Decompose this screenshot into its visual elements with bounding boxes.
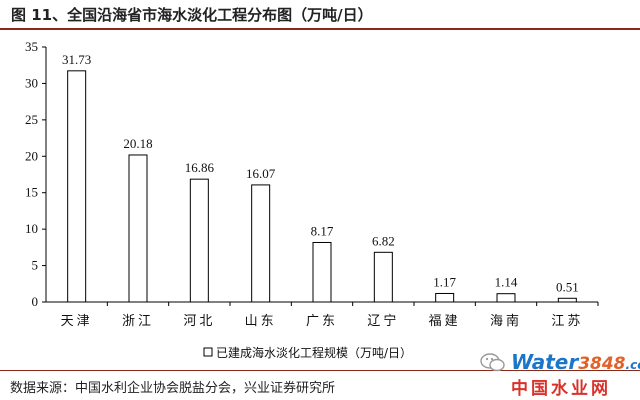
data-label: 20.18 xyxy=(123,136,152,151)
bar xyxy=(189,178,209,303)
watermark-latin: Water xyxy=(511,350,579,374)
data-label: 1.14 xyxy=(495,275,518,290)
legend-swatch xyxy=(203,347,213,357)
bar xyxy=(251,184,271,303)
y-tick-label: 20 xyxy=(25,148,38,163)
watermark-digits: 3848 xyxy=(578,354,626,374)
bar xyxy=(312,241,332,303)
x-tick-label: 福建 xyxy=(429,314,461,329)
y-tick-label: 30 xyxy=(25,75,38,90)
y-tick-label: 10 xyxy=(25,221,38,236)
y-tick-label: 15 xyxy=(25,185,38,200)
wechat-icon xyxy=(480,353,505,372)
x-tick-label: 河北 xyxy=(183,314,215,329)
bar xyxy=(435,292,455,303)
data-label: 16.07 xyxy=(246,166,276,181)
y-tick-label: 35 xyxy=(25,39,38,54)
y-tick-label: 5 xyxy=(32,258,39,273)
y-tick-label: 0 xyxy=(32,294,39,309)
watermark-logo: Water3848.com xyxy=(511,350,640,374)
data-label: 31.73 xyxy=(62,52,91,67)
x-tick-label: 山东 xyxy=(245,314,277,329)
bar xyxy=(128,154,148,303)
source-note: 数据来源：中国水利企业协会脱盐分会，兴业证券研究所 xyxy=(10,381,336,396)
watermark-cn: 中国水业网 xyxy=(511,379,611,399)
x-tick-label: 江苏 xyxy=(551,313,583,329)
data-label: 1.17 xyxy=(433,274,456,289)
x-tick-label: 浙江 xyxy=(122,314,154,329)
x-tick-label: 广东 xyxy=(306,314,338,329)
bar xyxy=(557,297,577,303)
data-label: 6.82 xyxy=(372,233,395,248)
x-tick-label: 辽宁 xyxy=(367,313,399,329)
bar xyxy=(496,293,516,303)
watermark-suffix: .com xyxy=(625,358,640,372)
data-label: 16.86 xyxy=(185,160,215,175)
figure-title: 图 11、全国沿海省市海水淡化工程分布图（万吨/日） xyxy=(11,5,373,24)
data-label: 8.17 xyxy=(311,223,334,238)
bar xyxy=(373,251,393,303)
bar-chart: 0 5 10 15 20 25 30 35 31.73 天津 20.18 浙江 16.86 河北 16.07… xyxy=(25,39,599,360)
data-label: 0.51 xyxy=(556,279,579,294)
y-tick-label: 25 xyxy=(25,112,38,127)
legend-label: 已建成海水淡化工程规模（万吨/日） xyxy=(216,345,412,360)
figure-title-bar: 图 11、全国沿海省市海水淡化工程分布图（万吨/日） xyxy=(0,0,640,30)
x-tick-label: 天津 xyxy=(61,314,93,329)
x-tick-label: 海南 xyxy=(490,313,522,329)
source-bar: 数据来源：中国水利企业协会脱盐分会，兴业证券研究所 xyxy=(0,370,640,400)
bar xyxy=(67,70,87,303)
